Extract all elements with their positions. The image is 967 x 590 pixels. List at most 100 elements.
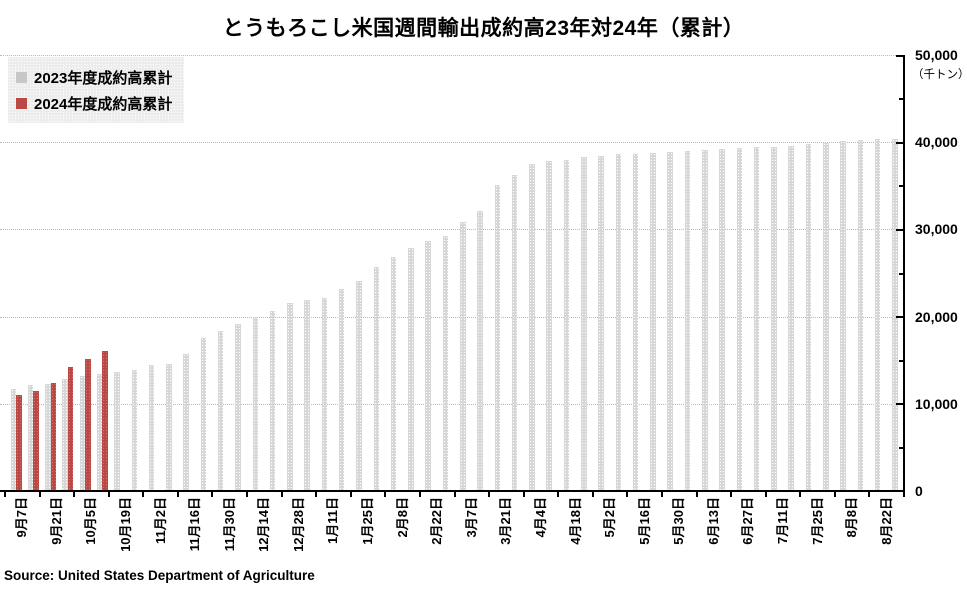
y-gridline [0,229,904,231]
y-gridline [0,142,904,144]
bar-2023 [200,338,207,491]
bar-2023 [338,289,345,491]
bar-2023 [27,385,34,491]
bar-2023 [217,331,224,491]
x-axis-tick [246,491,249,497]
x-tick-label: 7月25日 [809,497,825,545]
legend-item-2024: 2024年度成約高累計 [16,90,172,116]
bar-2023 [79,376,86,491]
bar-2023 [166,364,172,491]
bar-2023 [511,175,518,491]
x-axis-tick [4,491,6,497]
y-major-tick [896,54,904,57]
bar-2024 [85,359,91,491]
bar-2023 [356,281,362,491]
bar-2023 [788,146,794,491]
x-axis-tick [764,491,767,497]
y-major-tick [896,403,904,406]
bar-2023 [581,157,587,491]
x-axis-tick [833,491,836,497]
x-tick-label: 5月16日 [636,497,652,545]
x-tick-label: 3月7日 [463,497,479,538]
x-axis-tick [107,491,110,497]
x-axis-tick [73,491,76,497]
x-axis-tick [176,491,179,497]
x-axis-tick [142,491,145,497]
bar-2023 [304,300,310,491]
x-tick-label: 12月28日 [290,497,306,552]
bar-2023 [805,144,812,491]
x-tick-label: 7月11日 [774,497,790,544]
x-axis-tick [591,491,594,497]
x-axis-tick [488,491,491,497]
x-tick-label: 1月25日 [360,497,376,545]
y-tick-label: 50,000 [915,47,958,63]
x-tick-label: 2月22日 [429,497,445,545]
x-tick-label: 1月11日 [325,497,341,544]
y-tick-label: 10,000 [915,395,958,412]
x-axis-tick [626,491,629,497]
y-gridline [0,403,904,405]
plot-area [0,54,905,497]
x-tick-label: 11月2日 [152,497,168,544]
bar-2023 [390,257,397,491]
y-minor-tick [899,446,904,449]
bar-2024 [102,351,108,491]
x-axis-tick [384,491,387,497]
x-tick-label: 4月4日 [532,497,548,538]
y-major-tick [896,228,904,231]
bar-2023 [373,267,380,491]
legend-label-2023: 2023年度成約高累計 [34,69,173,87]
y-axis-unit-label: （千トン） [912,69,967,81]
bar-2023 [114,372,120,491]
x-axis-tick [903,491,905,497]
bar-2023 [563,160,570,491]
bar-2023 [425,241,431,491]
bar-2023 [45,384,51,491]
x-axis-tick [349,491,352,497]
x-axis-tick [418,491,421,497]
y-gridline [0,55,904,56]
bar-2024 [50,383,57,491]
y-minor-tick [899,359,904,362]
bar-2023 [252,317,259,491]
bar-2023 [477,211,483,491]
bar-2024 [16,395,22,491]
x-tick-label: 9月7日 [14,497,30,538]
y-tick-label: 0 [915,483,923,499]
bar-2023 [235,324,241,491]
x-axis-tick [695,491,698,497]
y-minor-tick [899,185,904,188]
x-axis-tick [315,491,318,497]
x-axis-tick [660,491,663,497]
x-axis-tick [557,491,560,497]
x-axis-tick [211,491,214,497]
x-axis-tick [280,491,283,497]
bar-2023 [615,154,622,491]
legend-label-2024: 2024年度成約高累計 [34,95,173,113]
bar-2023 [494,185,501,491]
source-text: Source: United States Department of Agri… [4,568,315,583]
bar-2023 [62,379,68,491]
bar-2023 [667,152,673,491]
bar-2024 [33,391,39,491]
x-axis-tick [453,491,456,497]
bar-2023 [650,153,656,491]
bar-2023 [442,236,449,491]
x-tick-label: 8月8日 [844,497,860,538]
x-axis-tick [799,491,802,497]
y-gridline [0,316,904,318]
bar-2023 [874,139,881,491]
y-axis-line [903,55,905,492]
bar-2023 [823,143,829,491]
bar-2023 [771,147,777,491]
x-tick-label: 12月14日 [256,497,272,552]
y-tick-label: 30,000 [915,221,958,238]
y-major-tick [896,316,904,319]
bar-2023 [736,148,743,491]
bar-2023 [684,151,691,491]
y-minor-tick [899,272,904,275]
x-tick-label: 9月21日 [48,497,64,545]
x-axis-tick [522,491,525,497]
x-tick-label: 5月30日 [671,497,687,545]
